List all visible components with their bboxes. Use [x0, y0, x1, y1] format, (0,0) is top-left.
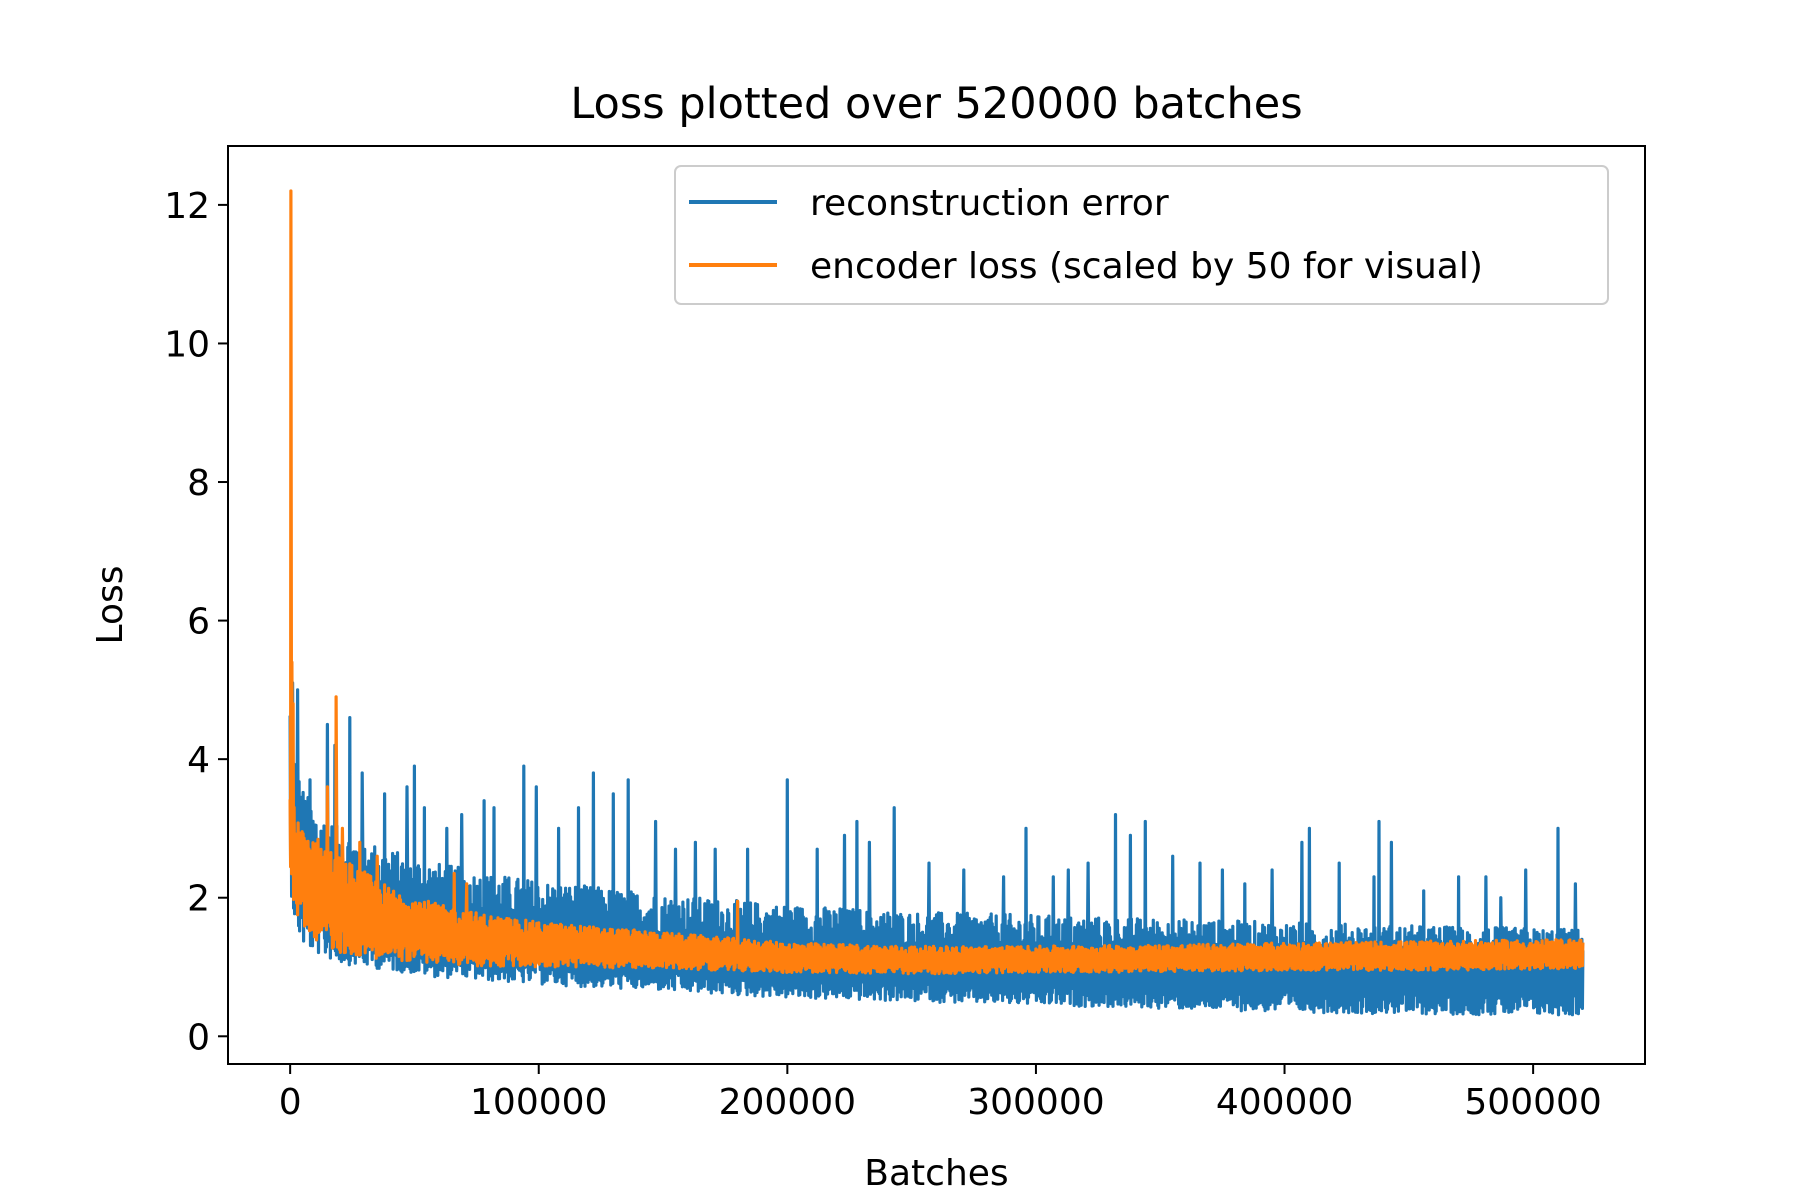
y-axis-label: Loss [90, 566, 131, 645]
y-tick-label: 2 [187, 879, 210, 920]
series-layer [288, 189, 1585, 1017]
y-axis: 0 2 4 6 8 10 12 [164, 186, 228, 1058]
y-tick-label: 8 [187, 463, 210, 504]
axes-frame [227, 145, 1646, 1065]
y-tick-label: 6 [187, 602, 210, 643]
x-tick-label: 400000 [1216, 1082, 1353, 1123]
x-tick-label: 300000 [967, 1082, 1104, 1123]
x-tick-label: 100000 [470, 1082, 607, 1123]
y-tick-label: 10 [164, 324, 210, 365]
y-tick-label: 4 [187, 740, 210, 781]
x-axis-label: Batches [864, 1153, 1008, 1194]
legend-label-encoder-loss: encoder loss (scaled by 50 for visual) [810, 246, 1483, 287]
y-tick-label: 12 [164, 186, 210, 227]
series-line-encoder-loss [288, 189, 1585, 976]
legend: reconstruction error encoder loss (scale… [674, 165, 1609, 305]
x-tick-label: 0 [279, 1082, 302, 1123]
y-tick-label: 0 [187, 1017, 210, 1058]
x-axis: 0 100000 200000 300000 400000 500000 [279, 1064, 1602, 1123]
chart-title: Loss plotted over 520000 batches [570, 79, 1302, 129]
legend-box [674, 165, 1609, 305]
x-tick-label: 200000 [719, 1082, 856, 1123]
legend-label-reconstruction-error: reconstruction error [810, 183, 1169, 224]
x-tick-label: 500000 [1464, 1082, 1601, 1123]
